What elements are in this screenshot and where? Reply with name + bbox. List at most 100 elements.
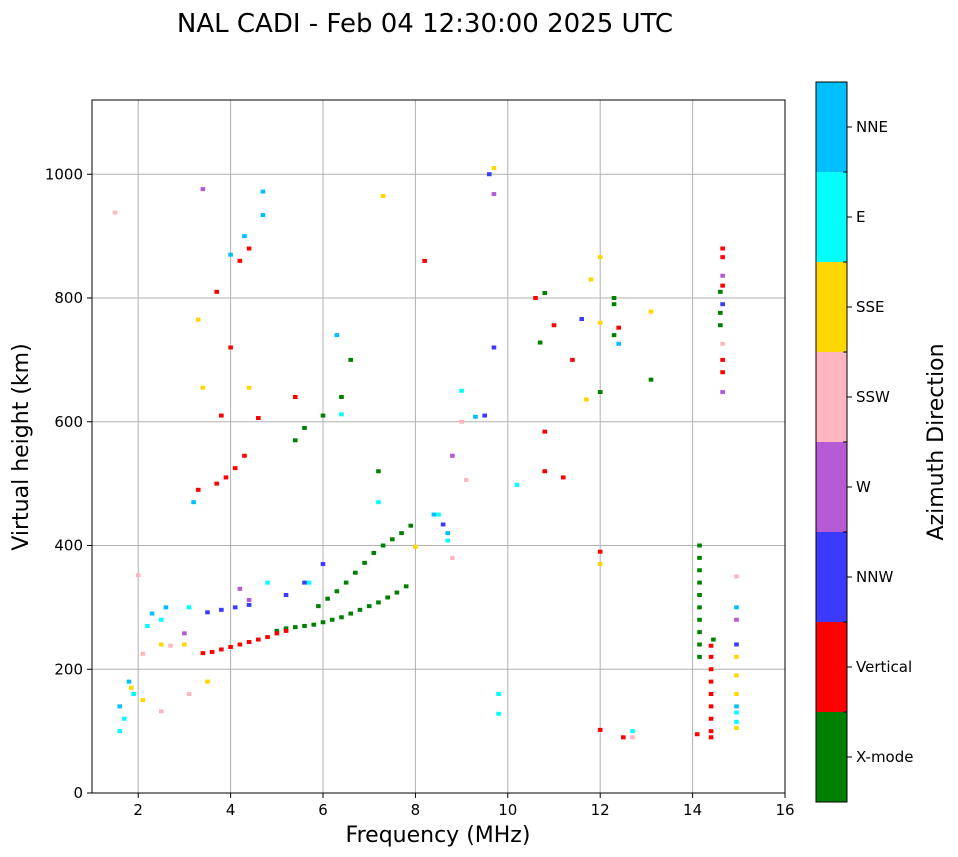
data-point: [537, 340, 543, 345]
series-sse: [128, 166, 739, 731]
series-ssw: [112, 210, 739, 740]
colorbar-frame: [815, 81, 848, 803]
colorbar: X-mode Vertical NNW W SSW SSE E NNE: [815, 81, 913, 803]
data-point: [616, 341, 621, 346]
data-point: [380, 543, 386, 548]
data-point: [182, 631, 187, 636]
series-nnw: [205, 172, 739, 647]
data-point: [316, 604, 321, 609]
data-point: [597, 255, 603, 260]
data-point: [734, 654, 739, 659]
data-point: [708, 735, 714, 740]
data-point: [560, 475, 566, 480]
data-point: [394, 590, 400, 595]
x-tick-label: 16: [775, 801, 794, 819]
x-tick-label: 8: [411, 801, 421, 819]
data-point: [734, 719, 739, 724]
grid-lines: [92, 100, 786, 794]
data-point: [403, 584, 409, 589]
data-point: [117, 729, 123, 734]
data-point: [302, 425, 307, 430]
data-point: [708, 692, 714, 696]
data-point: [246, 602, 252, 607]
data-point: [283, 628, 289, 633]
data-point: [292, 438, 298, 443]
data-point: [339, 615, 344, 620]
data-point: [334, 333, 340, 338]
data-point: [588, 277, 594, 282]
data-point: [611, 296, 617, 300]
data-point: [283, 593, 289, 597]
data-point: [697, 580, 702, 585]
data-point: [371, 550, 377, 555]
data-point: [246, 246, 252, 251]
colorbar-swatch: [816, 622, 847, 712]
data-point: [140, 698, 146, 703]
x-axis-ticks: 2 4 6 8 10 12 14 16: [133, 793, 795, 819]
data-point: [232, 605, 238, 610]
data-point: [302, 623, 307, 628]
colorbar-label: E: [856, 208, 865, 226]
series-e: [117, 388, 739, 734]
data-point: [734, 574, 739, 579]
data-point: [200, 187, 206, 192]
data-point: [616, 325, 621, 330]
data-point: [265, 580, 270, 585]
data-point: [292, 395, 298, 399]
data-point: [718, 310, 723, 315]
data-point: [348, 357, 354, 362]
data-point: [158, 642, 164, 647]
data-point: [440, 522, 446, 527]
colorbar-label: W: [856, 478, 871, 496]
data-point: [376, 469, 381, 474]
data-point: [131, 692, 136, 696]
data-point: [597, 562, 603, 567]
colorbar-label: Vertical: [856, 658, 912, 676]
data-point: [366, 604, 372, 609]
y-tick-label: 600: [54, 413, 83, 431]
data-point: [708, 643, 714, 648]
data-point: [459, 419, 464, 424]
data-point: [237, 586, 243, 591]
data-point: [491, 345, 497, 350]
data-point: [697, 630, 702, 635]
data-point: [158, 617, 164, 622]
data-point: [496, 692, 501, 696]
data-point: [246, 597, 252, 602]
data-point: [242, 234, 247, 239]
data-point: [385, 595, 390, 600]
series-vertical: [195, 246, 725, 740]
data-marks: [112, 166, 739, 740]
colorbar-swatch: [816, 82, 847, 172]
data-point: [320, 620, 326, 625]
data-point: [158, 709, 164, 714]
colorbar-label: X-mode: [856, 748, 913, 766]
colorbar-swatch: [816, 262, 847, 352]
data-point: [597, 320, 603, 325]
data-point: [734, 605, 739, 610]
data-point: [436, 512, 441, 517]
data-point: [292, 625, 298, 630]
data-point: [256, 416, 261, 421]
data-point: [389, 537, 395, 542]
data-point: [117, 704, 123, 709]
data-point: [708, 667, 714, 672]
series-w: [182, 187, 739, 636]
data-point: [302, 580, 307, 585]
colorbar-title: Azimuth Direction: [924, 343, 949, 540]
data-point: [362, 560, 367, 565]
data-point: [720, 283, 725, 288]
data-point: [408, 523, 414, 528]
data-point: [325, 596, 330, 601]
data-point: [697, 593, 702, 597]
data-point: [630, 735, 635, 740]
data-point: [135, 573, 141, 578]
data-point: [491, 192, 497, 197]
data-point: [126, 679, 132, 684]
data-point: [260, 213, 266, 218]
data-point: [694, 732, 700, 737]
data-point: [611, 333, 617, 338]
x-tick-label: 6: [318, 801, 328, 819]
y-tick-label: 1000: [45, 165, 83, 183]
